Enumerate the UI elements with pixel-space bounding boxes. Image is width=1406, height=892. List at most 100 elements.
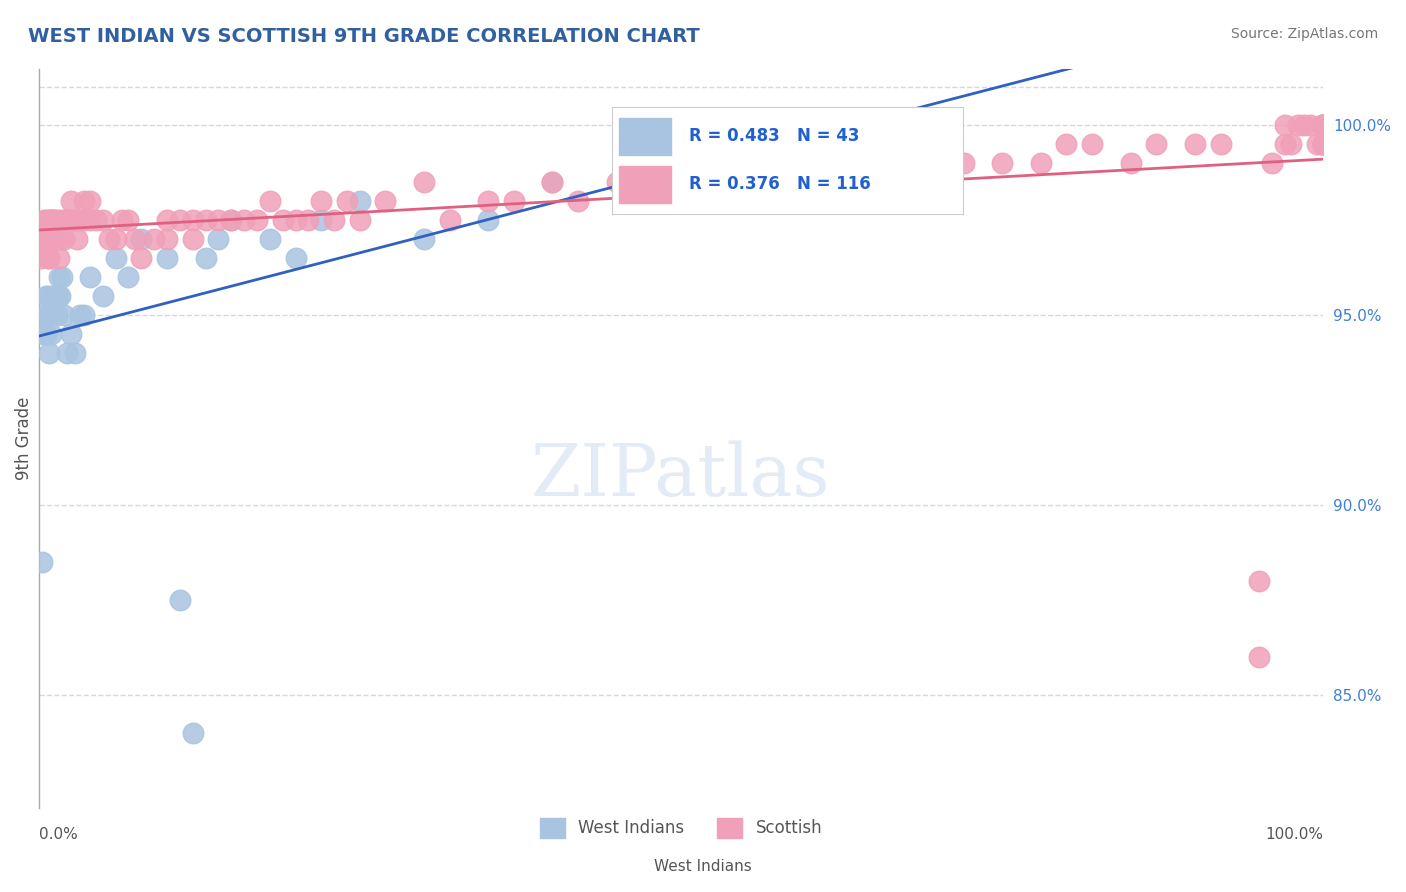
Text: West Indians: West Indians bbox=[654, 859, 752, 874]
Point bbox=[31, 232, 53, 246]
Point bbox=[38, 289, 60, 303]
Point bbox=[824, 156, 846, 170]
Point bbox=[72, 308, 94, 322]
Point bbox=[1029, 156, 1052, 170]
Point bbox=[259, 232, 281, 246]
Point bbox=[32, 213, 55, 227]
Point bbox=[219, 213, 242, 227]
Point bbox=[41, 232, 63, 246]
Y-axis label: 9th Grade: 9th Grade bbox=[15, 397, 32, 480]
Text: R = 0.376   N = 116: R = 0.376 N = 116 bbox=[689, 175, 870, 193]
Point bbox=[207, 213, 229, 227]
Point bbox=[44, 213, 66, 227]
Point bbox=[46, 213, 69, 227]
Point bbox=[53, 308, 76, 322]
Point bbox=[156, 252, 179, 266]
Point bbox=[1144, 137, 1167, 152]
Point bbox=[644, 175, 666, 189]
Point bbox=[49, 289, 72, 303]
Point bbox=[1184, 137, 1206, 152]
Point bbox=[1312, 119, 1334, 133]
Point bbox=[38, 346, 60, 360]
Point bbox=[30, 252, 52, 266]
Point bbox=[1312, 119, 1334, 133]
Point bbox=[233, 213, 256, 227]
Point bbox=[669, 156, 692, 170]
Point bbox=[34, 308, 56, 322]
Point bbox=[98, 232, 121, 246]
Point bbox=[1312, 119, 1334, 133]
Bar bbox=[619, 166, 672, 203]
Point bbox=[1312, 119, 1334, 133]
Point bbox=[1312, 137, 1334, 152]
Point bbox=[91, 213, 114, 227]
Text: 0.0%: 0.0% bbox=[38, 828, 77, 842]
Point bbox=[1292, 119, 1315, 133]
Point bbox=[111, 213, 134, 227]
Point bbox=[1312, 137, 1334, 152]
Point bbox=[39, 213, 62, 227]
Point bbox=[117, 213, 139, 227]
Point bbox=[1274, 119, 1296, 133]
Point bbox=[1312, 119, 1334, 133]
Point bbox=[1312, 137, 1334, 152]
Point bbox=[284, 252, 307, 266]
Point bbox=[336, 194, 359, 209]
Point bbox=[1261, 156, 1284, 170]
Point bbox=[181, 213, 204, 227]
Point bbox=[734, 156, 756, 170]
Point bbox=[45, 308, 67, 322]
Point bbox=[42, 308, 65, 322]
Point bbox=[439, 213, 461, 227]
Point bbox=[1312, 119, 1334, 133]
Point bbox=[35, 327, 58, 342]
Point bbox=[194, 252, 217, 266]
Point bbox=[1054, 137, 1077, 152]
Point bbox=[143, 232, 166, 246]
Point bbox=[1312, 137, 1334, 152]
Point bbox=[952, 156, 974, 170]
Point bbox=[35, 289, 58, 303]
Point bbox=[69, 213, 91, 227]
Point bbox=[503, 194, 526, 209]
Point bbox=[1279, 137, 1302, 152]
Point bbox=[63, 213, 86, 227]
Point bbox=[131, 252, 153, 266]
Point bbox=[156, 232, 179, 246]
Point bbox=[297, 213, 319, 227]
Point bbox=[42, 213, 65, 227]
Point bbox=[169, 592, 191, 607]
Point bbox=[31, 555, 53, 569]
Point bbox=[131, 232, 153, 246]
Point bbox=[669, 194, 692, 209]
Point bbox=[37, 308, 59, 322]
Point bbox=[59, 194, 82, 209]
Point bbox=[124, 232, 146, 246]
Point bbox=[53, 232, 76, 246]
Point bbox=[56, 213, 79, 227]
Point bbox=[1306, 137, 1329, 152]
Point bbox=[567, 194, 589, 209]
Point bbox=[1209, 137, 1232, 152]
Point bbox=[79, 213, 101, 227]
Point bbox=[72, 194, 94, 209]
Point bbox=[1312, 119, 1334, 133]
Point bbox=[927, 175, 949, 189]
Point bbox=[259, 194, 281, 209]
Point bbox=[194, 213, 217, 227]
Point bbox=[51, 213, 73, 227]
Point bbox=[1247, 649, 1270, 664]
Point bbox=[79, 270, 101, 285]
Point bbox=[66, 232, 89, 246]
Point bbox=[48, 270, 70, 285]
Point bbox=[34, 232, 56, 246]
Point bbox=[374, 194, 396, 209]
Point bbox=[45, 232, 67, 246]
Point bbox=[1312, 137, 1334, 152]
Point bbox=[1299, 119, 1322, 133]
Point bbox=[42, 232, 65, 246]
Point bbox=[48, 252, 70, 266]
Point bbox=[46, 289, 69, 303]
Text: Source: ZipAtlas.com: Source: ZipAtlas.com bbox=[1230, 27, 1378, 41]
Point bbox=[1312, 119, 1334, 133]
